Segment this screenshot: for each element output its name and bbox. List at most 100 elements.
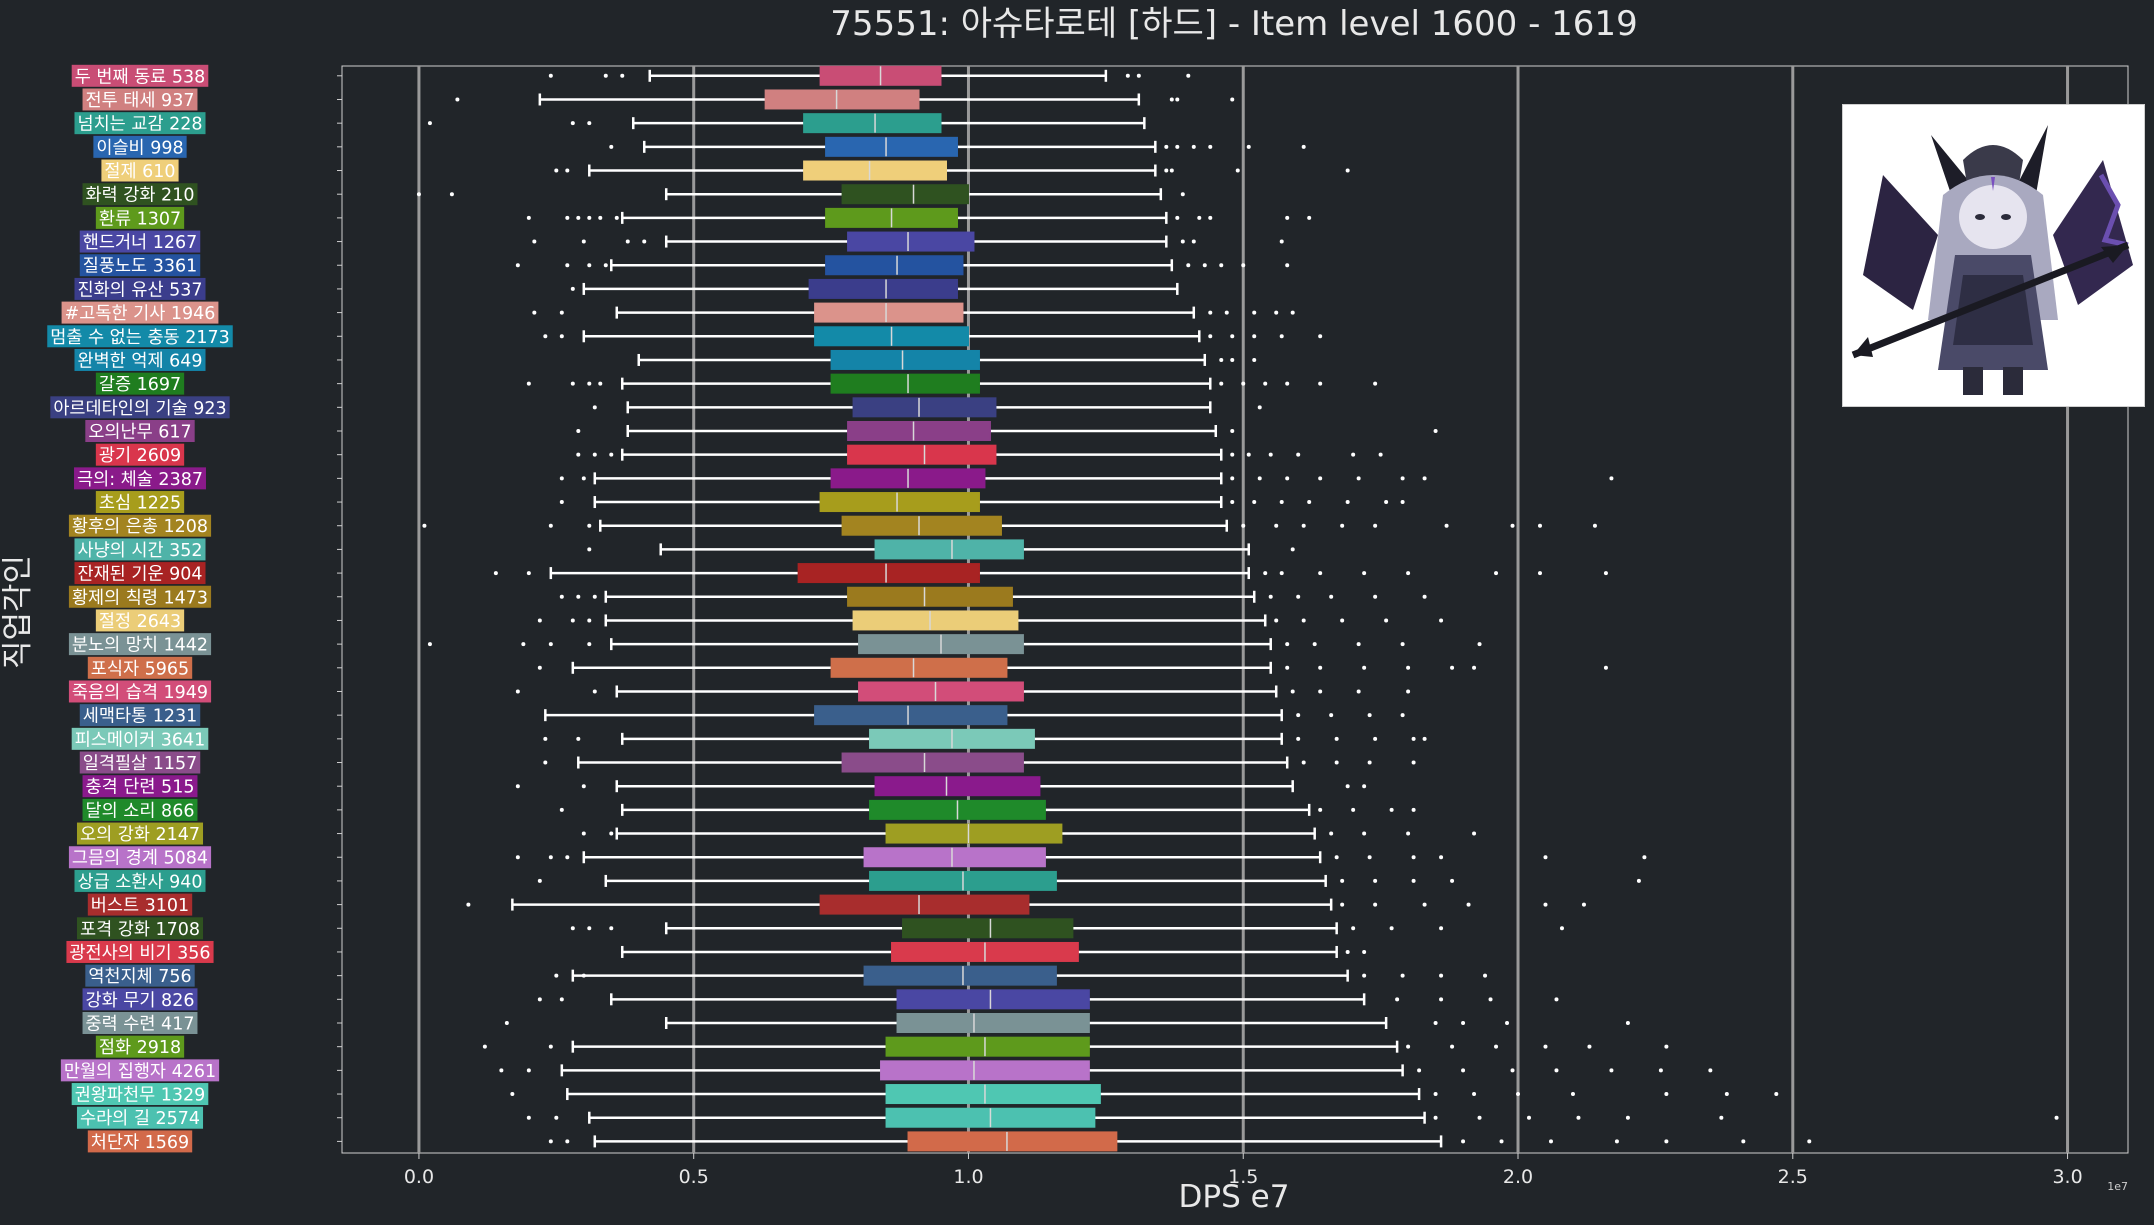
box-plot-row — [337, 326, 1323, 347]
outlier-point — [1279, 571, 1284, 576]
outlier-point — [1444, 523, 1449, 528]
outlier-point — [554, 973, 559, 978]
box-iqr — [847, 421, 991, 441]
outlier-point — [1318, 571, 1323, 576]
outlier-point — [526, 215, 531, 220]
outlier-point — [1285, 381, 1290, 386]
outlier-point — [1472, 831, 1477, 836]
box-iqr — [896, 989, 1090, 1010]
x-tick-label: 3.0 — [2052, 1166, 2082, 1188]
outlier-point — [1169, 97, 1174, 102]
outlier-point — [1241, 263, 1246, 268]
outlier-point — [449, 192, 454, 197]
outlier-point — [1417, 1068, 1422, 1073]
outlier-point — [1592, 523, 1597, 528]
outlier-point — [1373, 902, 1378, 907]
category-label-bg — [95, 491, 185, 514]
outlier-point — [1411, 736, 1416, 741]
outlier-point — [1345, 500, 1350, 505]
box-plot-row — [337, 870, 1641, 891]
outlier-point — [1246, 144, 1251, 149]
outlier-point — [1290, 689, 1295, 694]
outlier-point — [1263, 381, 1268, 386]
category-label-bg — [95, 609, 185, 632]
outlier-point — [1279, 500, 1284, 505]
box-iqr — [847, 586, 1013, 607]
category-label: 버스트 3101 — [87, 893, 193, 916]
category-label: 수라의 길 2574 — [76, 1106, 204, 1129]
outlier-point — [1208, 215, 1213, 220]
outlier-point — [499, 1068, 504, 1073]
chart-title: 75551: 아슈타로테 [하드] - Item level 1600 - 16… — [830, 4, 1637, 44]
box-plot-row — [337, 563, 1608, 584]
outlier-point — [537, 665, 542, 670]
outlier-point — [1774, 1092, 1779, 1097]
outlier-point — [548, 1044, 553, 1049]
box-iqr — [880, 1060, 1090, 1081]
outlier-point — [1356, 476, 1361, 481]
category-label: 만월의 집행자 4261 — [60, 1059, 220, 1082]
outlier-point — [1230, 476, 1235, 481]
outlier-point — [1439, 926, 1444, 931]
outlier-point — [1548, 1139, 1553, 1144]
outlier-point — [1439, 973, 1444, 978]
box-iqr — [885, 1036, 1090, 1057]
outlier-point — [1373, 736, 1378, 741]
outlier-point — [554, 168, 559, 173]
outlier-point — [1268, 594, 1273, 599]
box-iqr — [803, 160, 947, 181]
category-label-bg — [74, 348, 206, 371]
outlier-point — [598, 381, 603, 386]
category-label-bg — [82, 183, 198, 206]
category-label-text: 갈증 1697 — [99, 375, 181, 395]
outlier-point — [1285, 215, 1290, 220]
category-label: 피스메이커 3641 — [71, 727, 209, 750]
category-label-bg — [74, 277, 206, 300]
outlier-point — [543, 760, 548, 765]
outlier-point — [1318, 689, 1323, 694]
outlier-point — [1191, 144, 1196, 149]
outlier-point — [537, 618, 542, 623]
outlier-point — [1285, 263, 1290, 268]
box-iqr — [825, 136, 958, 157]
box-plot-row — [337, 255, 1290, 276]
outlier-point — [559, 334, 564, 339]
category-label: 일격필살 1157 — [79, 751, 201, 774]
outlier-point — [598, 215, 603, 220]
outlier-point — [1406, 571, 1411, 576]
box-plot-row — [337, 231, 1284, 252]
box-plot-row — [337, 397, 1262, 418]
outlier-point — [1252, 357, 1257, 362]
outlier-point — [1614, 1139, 1619, 1144]
outlier-point — [1543, 1044, 1548, 1049]
outlier-point — [1603, 665, 1608, 670]
category-label-bg — [79, 751, 201, 774]
outlier-point — [1268, 452, 1273, 457]
category-label: 진화의 유산 537 — [74, 277, 206, 300]
outlier-point — [587, 547, 592, 552]
box-iqr — [808, 278, 958, 299]
outlier-point — [1296, 594, 1301, 599]
outlier-point — [1340, 878, 1345, 883]
outlier-point — [1318, 334, 1323, 339]
outlier-point — [1499, 1139, 1504, 1144]
outlier-point — [482, 1044, 487, 1049]
box-plot-row — [337, 184, 1185, 205]
box-plot-row — [337, 989, 1559, 1010]
outlier-point — [537, 878, 542, 883]
category-label: 갈증 1697 — [95, 372, 185, 395]
category-label: #고독한 기사 1946 — [61, 301, 219, 324]
outlier-point — [1290, 547, 1295, 552]
category-label-text: 질풍노도 3361 — [83, 257, 198, 277]
outlier-point — [1411, 878, 1416, 883]
outlier-point — [1554, 997, 1559, 1002]
outlier-point — [1367, 713, 1372, 718]
outlier-point — [1202, 263, 1207, 268]
box-plot-row — [337, 634, 1482, 655]
outlier-point — [1164, 144, 1169, 149]
outlier-point — [1180, 192, 1185, 197]
box-plot-row — [337, 160, 1350, 181]
outlier-point — [1334, 760, 1339, 765]
outlier-point — [1125, 73, 1130, 78]
category-label: 오의난무 617 — [85, 420, 195, 443]
